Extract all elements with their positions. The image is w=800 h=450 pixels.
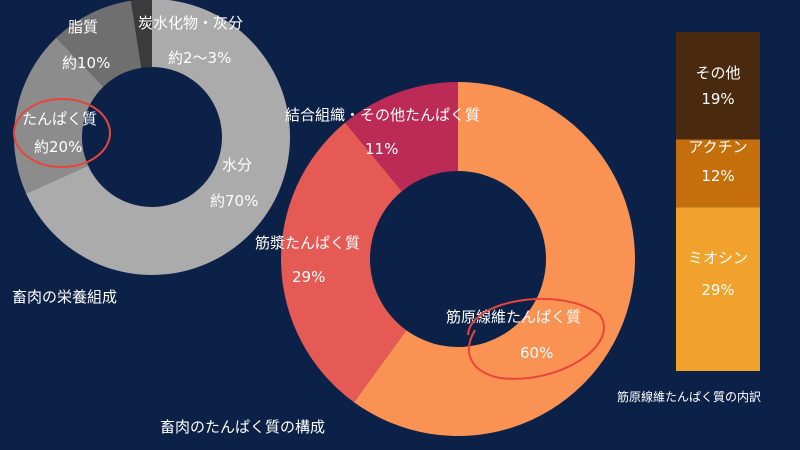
donut-slice-connective xyxy=(345,82,458,192)
donut-slice-protein xyxy=(13,37,104,194)
slice-value-protein: 約20% xyxy=(34,138,82,156)
slice-label-connective: 結合組織・その他たんぱく質 xyxy=(285,106,480,124)
slice-label-fat: 脂質 xyxy=(68,18,98,36)
slice-label-myofibrillar: 筋原線維たんぱく質 xyxy=(446,308,581,326)
slice-value-connective: 11% xyxy=(365,140,398,158)
myofibril-stacked-bar xyxy=(676,32,760,371)
segment-label-actin: アクチン xyxy=(688,138,747,156)
protein-chart-title: 畜肉のたんぱく質の構成 xyxy=(160,418,325,436)
segment-value-actin: 12% xyxy=(701,167,734,185)
slice-label-protein: たんぱく質 xyxy=(22,110,97,128)
bar-segment-actin xyxy=(676,139,760,208)
protein-donut-chart xyxy=(281,82,635,436)
donut-slice-sarcoplasmic xyxy=(281,122,407,403)
slice-label-water: 水分 xyxy=(222,156,252,174)
segment-label-other: その他 xyxy=(695,64,740,82)
donut-slice-fat xyxy=(56,0,142,87)
slice-value-sarcoplasmic: 29% xyxy=(292,268,325,286)
myofibrillar-highlight-circle xyxy=(467,297,605,380)
donut-slice-carb-ash xyxy=(130,0,152,68)
nutrition-chart-title: 畜肉の栄養組成 xyxy=(12,288,117,306)
slice-label-sarcoplasmic: 筋漿たんぱく質 xyxy=(255,234,360,252)
slice-value-myofibrillar: 60% xyxy=(520,344,553,362)
slice-value-fat: 約10% xyxy=(62,54,110,72)
nutrition-donut-chart xyxy=(13,0,290,275)
bar-segment-other xyxy=(676,32,760,140)
segment-label-myosin: ミオシン xyxy=(688,249,748,267)
donut-slice-water xyxy=(26,0,290,275)
bar-segment-myosin xyxy=(676,207,760,371)
segment-value-other: 19% xyxy=(701,90,734,108)
segment-value-myosin: 29% xyxy=(701,281,734,299)
slice-value-water: 約70% xyxy=(210,192,258,210)
protein-highlight-circle xyxy=(13,98,111,168)
bar-chart-title: 筋原線維たんぱく質の内訳 xyxy=(617,389,761,404)
slice-value-carb-ash: 約2〜3% xyxy=(168,49,231,67)
donut-slice-myofibrillar xyxy=(353,82,635,436)
slice-label-carb-ash: 炭水化物・灰分 xyxy=(138,14,243,32)
